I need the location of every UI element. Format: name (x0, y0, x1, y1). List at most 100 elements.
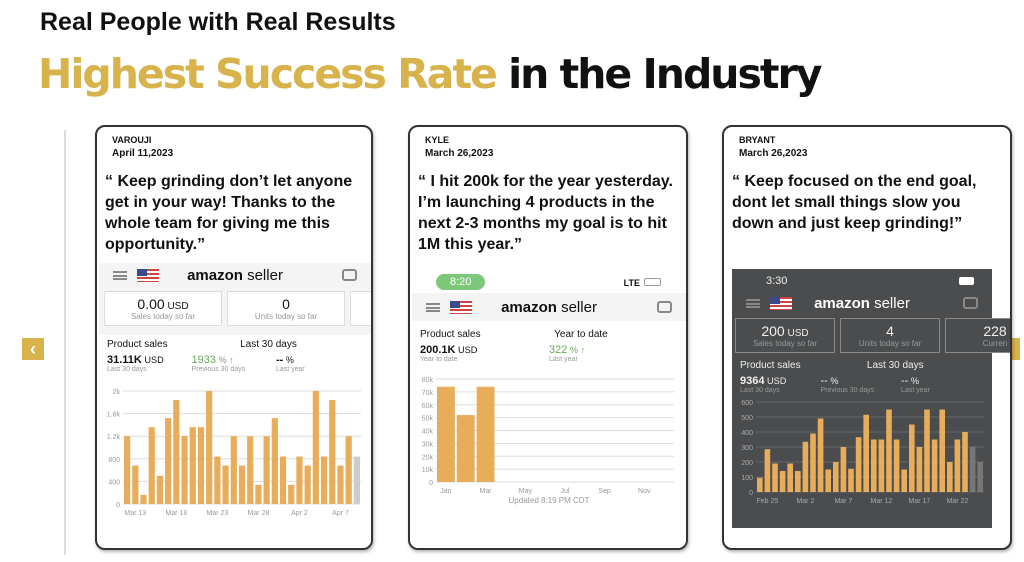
y-tick-label: 0 (116, 502, 120, 509)
y-tick-label: 50k (422, 416, 434, 423)
bar (296, 456, 303, 504)
amazon-seller-logo: amazon seller (501, 298, 597, 316)
carousel-prev-button[interactable]: ‹ (22, 338, 44, 360)
bar (345, 436, 352, 504)
bar (238, 465, 246, 504)
bar (802, 441, 809, 492)
y-tick-label: 500 (741, 415, 753, 422)
stat-tile: 0.00 USD Sales today so far (104, 291, 222, 326)
metric-dropdown: Product sales (107, 339, 168, 350)
sales-bar-chart: 0 400 800 1.2k 1.6k 2k Mar 13 Mar 18 Mar 23 Mar 2… (107, 389, 361, 517)
metric-dropdown: Product sales (420, 329, 481, 340)
y-tick-label: 40k (422, 429, 434, 436)
metric-dropdown: Product sales (740, 360, 801, 371)
amazon-seller-logo: amazon seller (187, 266, 283, 284)
y-tick-label: 100 (741, 475, 753, 482)
bar (848, 468, 854, 492)
bar (263, 436, 270, 504)
bar (916, 447, 923, 492)
bar (787, 463, 793, 492)
camera-icon (963, 297, 978, 309)
x-tick-label: Mar 12 (871, 498, 893, 505)
x-tick-label: Apr 2 (291, 510, 308, 517)
y-tick-label: 0 (749, 490, 753, 497)
bar (886, 409, 892, 492)
y-tick-label: 10k (422, 467, 434, 474)
bar (304, 465, 311, 504)
bar (206, 391, 213, 504)
testimonial-card: BRYANT March 26,2023 “ Keep focused on t… (722, 125, 1012, 550)
bar (156, 475, 164, 504)
y-tick-label: 30k (422, 441, 434, 448)
bar (214, 456, 221, 504)
camera-icon (342, 269, 357, 281)
bar (939, 409, 945, 492)
x-tick-label: Mar 2 (796, 498, 814, 505)
bar (181, 436, 188, 504)
y-tick-label: 2k (113, 389, 121, 396)
seller-app-screenshot: 8:20 LTE amazon seller Product sales Year… (412, 271, 686, 548)
x-tick-label: Feb 25 (757, 498, 779, 505)
us-flag-icon (450, 300, 472, 314)
bar (148, 427, 155, 504)
page-title: Real People with Real Results (40, 8, 396, 36)
bar (954, 439, 961, 492)
y-tick-label: 0 (429, 480, 433, 487)
customer-name: VAROUJI (112, 135, 152, 145)
bar (757, 477, 763, 492)
network-status: LTE (623, 278, 640, 288)
x-tick-label: Mar 28 (248, 510, 270, 517)
bar (863, 414, 869, 492)
y-tick-label: 400 (108, 479, 120, 486)
bar (795, 471, 801, 492)
testimonial-quote: “ I hit 200k for the year yesterday. I’m… (418, 173, 673, 253)
bar (222, 465, 229, 504)
us-flag-icon (137, 268, 159, 282)
x-tick-label: Mar 22 (947, 498, 969, 505)
bar (320, 456, 328, 504)
bar (271, 418, 278, 504)
menu-icon (113, 270, 127, 280)
stat-tile: C (350, 291, 371, 326)
status-time: 3:30 (766, 275, 788, 287)
headline-rest: in the Industry (495, 50, 822, 98)
bar (962, 432, 968, 492)
y-tick-label: 60k (422, 403, 434, 410)
testimonial-date: March 26,2023 (425, 148, 494, 159)
customer-name: KYLE (425, 135, 450, 145)
headline-highlight: Highest Success Rate (38, 50, 498, 98)
customer-name: BRYANT (739, 135, 776, 145)
stat-tile: 4 Units today so far (840, 318, 940, 353)
amazon-seller-logo: amazon seller (814, 294, 910, 312)
bar (840, 447, 847, 492)
divider (64, 130, 66, 555)
y-tick-label: 70k (422, 390, 434, 397)
bar (247, 436, 254, 504)
bar (189, 427, 196, 504)
bar (893, 439, 900, 492)
x-tick-label: Mar (480, 488, 493, 495)
bar (197, 427, 205, 504)
bar (279, 456, 287, 504)
x-tick-label: May (519, 488, 533, 495)
range-dropdown: Last 30 days (240, 339, 297, 350)
menu-icon (426, 302, 440, 312)
bar (140, 494, 147, 504)
y-tick-label: 200 (741, 460, 753, 467)
testimonial-card: VAROUJI April 11,2023 “ Keep grinding do… (95, 125, 373, 550)
testimonial-date: March 26,2023 (739, 148, 808, 159)
battery-icon (644, 278, 661, 286)
bar (772, 463, 778, 492)
bar (230, 436, 237, 504)
menu-icon (746, 298, 760, 308)
camera-icon (657, 301, 672, 313)
bar (947, 462, 953, 492)
chevron-left-icon: ‹ (30, 339, 36, 359)
range-dropdown: Last 30 days (866, 360, 924, 371)
updated-timestamp: Updated 8:19 PM CDT (508, 496, 590, 505)
testimonial-quote: “ Keep grinding don’t let anyone get in … (105, 173, 353, 253)
seller-app-screenshot: amazon seller 0.00 USD Sales today so far… (99, 263, 371, 548)
us-flag-icon (770, 296, 792, 310)
bar (329, 400, 336, 504)
bar (871, 439, 877, 492)
